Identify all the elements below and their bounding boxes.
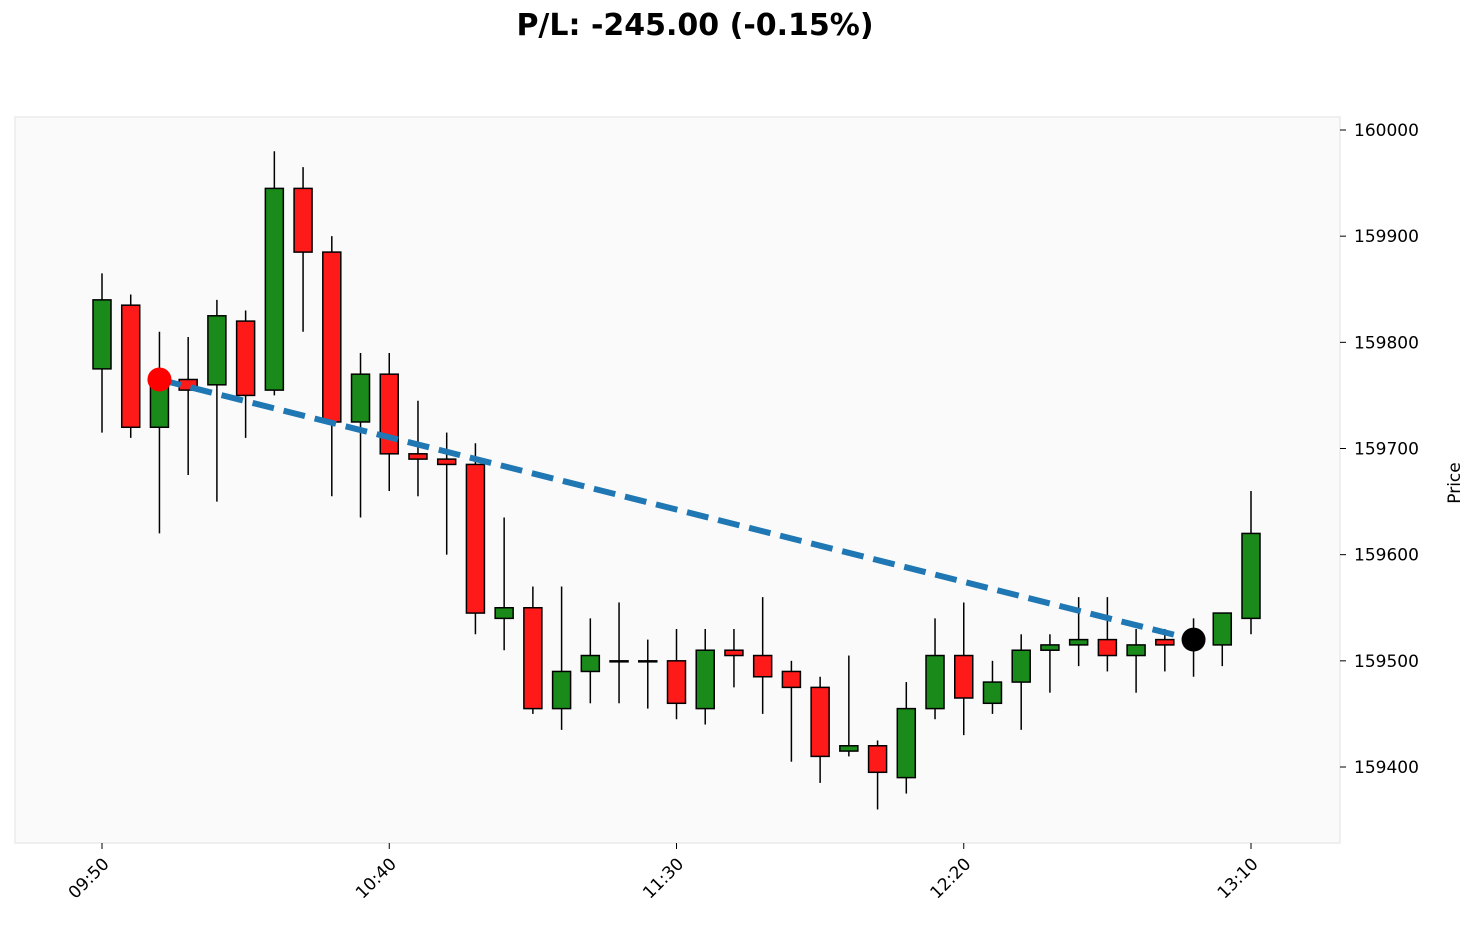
candle-up [350, 373, 371, 423]
candle-down [810, 686, 830, 758]
candle-up [695, 649, 715, 710]
y-tick-label: 159500 [1354, 652, 1419, 672]
chart-title: P/L: -245.00 (-0.15%) [516, 8, 874, 43]
candle-down [408, 453, 428, 460]
candle-down [465, 463, 486, 614]
candle-down [1155, 638, 1175, 646]
candle-down [322, 251, 342, 423]
candle-down [752, 654, 773, 678]
candle-up [1241, 532, 1261, 620]
y-tick-label: 159900 [1354, 227, 1419, 247]
candle-up [896, 707, 917, 779]
entry-marker [147, 367, 172, 392]
x-tick-label: 13:10 [1214, 854, 1263, 903]
candle-up [1040, 644, 1060, 651]
candle-down [235, 320, 256, 397]
candle-down [954, 654, 974, 699]
candle-down [867, 745, 888, 774]
candle-up [494, 607, 514, 620]
candle-up [1212, 612, 1233, 646]
candle-up [1068, 638, 1089, 646]
x-tick-label: 11:30 [639, 854, 688, 903]
x-tick-label: 12:20 [926, 854, 975, 903]
candle-down [781, 670, 802, 689]
candle-up [609, 660, 629, 663]
candle-up [580, 654, 601, 673]
candle-up [638, 660, 658, 663]
candle-up [1126, 644, 1146, 657]
candle-up [839, 745, 859, 752]
candle-down [1097, 638, 1118, 657]
y-tick-label: 159700 [1354, 440, 1419, 460]
candle-up [982, 681, 1003, 705]
candle-up [925, 654, 945, 710]
candle-up [264, 187, 285, 391]
trade-line [158, 376, 1195, 643]
y-tick-label: 159400 [1354, 758, 1419, 778]
y-axis-label: Price [1445, 462, 1465, 503]
x-tick-label: 09:50 [65, 854, 114, 903]
candle-down [436, 458, 457, 466]
plot-area [14, 116, 1341, 844]
exit-marker [1181, 627, 1206, 652]
candle-up [551, 670, 572, 710]
candle-down [523, 607, 543, 710]
candle-up [207, 315, 227, 386]
candle-down [293, 187, 313, 253]
y-tick-label: 159800 [1354, 333, 1419, 353]
y-tick-label: 160000 [1354, 121, 1419, 141]
candle-up [1011, 649, 1031, 683]
candle-down [120, 304, 141, 429]
candle-down [666, 660, 687, 705]
x-tick-label: 10:40 [352, 854, 401, 903]
candle-up [92, 299, 112, 370]
candle-down [724, 649, 744, 657]
y-tick-label: 159600 [1354, 546, 1419, 566]
